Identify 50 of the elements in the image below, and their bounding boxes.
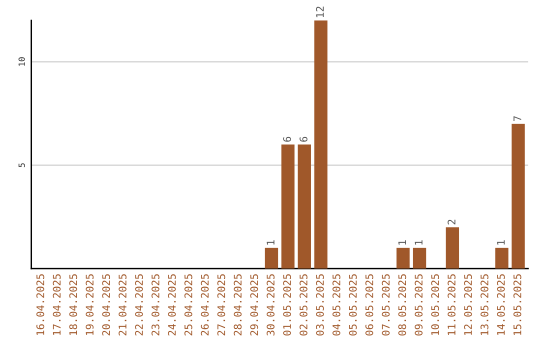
bar bbox=[281, 144, 295, 269]
x-tick-label: 15.05.2025 bbox=[513, 274, 522, 335]
bar bbox=[512, 124, 525, 269]
y-tick-label: 5 bbox=[18, 163, 25, 168]
data-label: 1 bbox=[266, 240, 274, 245]
x-tick-label: 28.04.2025 bbox=[234, 274, 242, 336]
bar bbox=[396, 248, 410, 269]
x-tick-label: 17.04.2025 bbox=[52, 274, 61, 335]
x-tick-label: 14.05.2025 bbox=[496, 274, 505, 335]
x-tick-label: 18.04.2025 bbox=[69, 274, 78, 335]
x-tick-label: 19.04.2025 bbox=[86, 274, 94, 335]
x-tick-label: 09.05.2025 bbox=[414, 274, 423, 336]
data-label: 6 bbox=[300, 136, 308, 142]
x-tick-label: 27.04.2025 bbox=[217, 274, 226, 336]
y-tick-label: 10 bbox=[18, 57, 25, 66]
bar bbox=[446, 227, 460, 269]
x-tick-label: 06.05.2025 bbox=[365, 274, 374, 336]
bar bbox=[298, 144, 311, 269]
data-label: 2 bbox=[448, 220, 456, 224]
x-tick-label: 21.04.2025 bbox=[118, 274, 126, 336]
data-label: 1 bbox=[414, 240, 422, 245]
data-label: 12 bbox=[316, 6, 324, 18]
x-tick-label: 03.05.2025 bbox=[316, 274, 324, 336]
x-tick-label: 01.05.2025 bbox=[283, 274, 291, 336]
x-tick-label: 04.05.2025 bbox=[332, 274, 340, 336]
x-tick-label: 26.04.2025 bbox=[200, 274, 209, 336]
x-tick-label: 05.05.2025 bbox=[348, 274, 357, 336]
x-tick-label: 25.04.2025 bbox=[184, 274, 192, 336]
data-label: 6 bbox=[283, 136, 291, 142]
x-tick-label: 24.04.2025 bbox=[168, 274, 176, 336]
bar bbox=[314, 20, 328, 269]
x-tick-label: 23.04.2025 bbox=[152, 274, 160, 336]
x-tick-label: 12.05.2025 bbox=[464, 274, 472, 335]
x-tick-label: 20.04.2025 bbox=[102, 274, 110, 336]
x-tick-label: 08.05.2025 bbox=[398, 274, 406, 336]
x-tick-label: 30.04.2025 bbox=[266, 274, 275, 336]
data-label: 7 bbox=[514, 116, 522, 122]
x-tick-label: 13.05.2025 bbox=[480, 274, 488, 335]
bar bbox=[412, 248, 426, 269]
x-tick-label: 29.04.2025 bbox=[250, 274, 258, 336]
x-tick-label: 10.05.2025 bbox=[431, 274, 440, 335]
x-tick-label: 22.04.2025 bbox=[135, 274, 143, 336]
x-tick-label: 16.04.2025 bbox=[36, 274, 44, 335]
x-tick-label: 07.05.2025 bbox=[382, 274, 390, 336]
x-tick-label: 11.05.2025 bbox=[448, 274, 456, 335]
data-label: 1 bbox=[497, 240, 505, 245]
bar bbox=[264, 248, 278, 269]
bar bbox=[495, 248, 508, 269]
data-label: 1 bbox=[398, 240, 406, 245]
x-tick-label: 02.05.2025 bbox=[300, 274, 308, 336]
